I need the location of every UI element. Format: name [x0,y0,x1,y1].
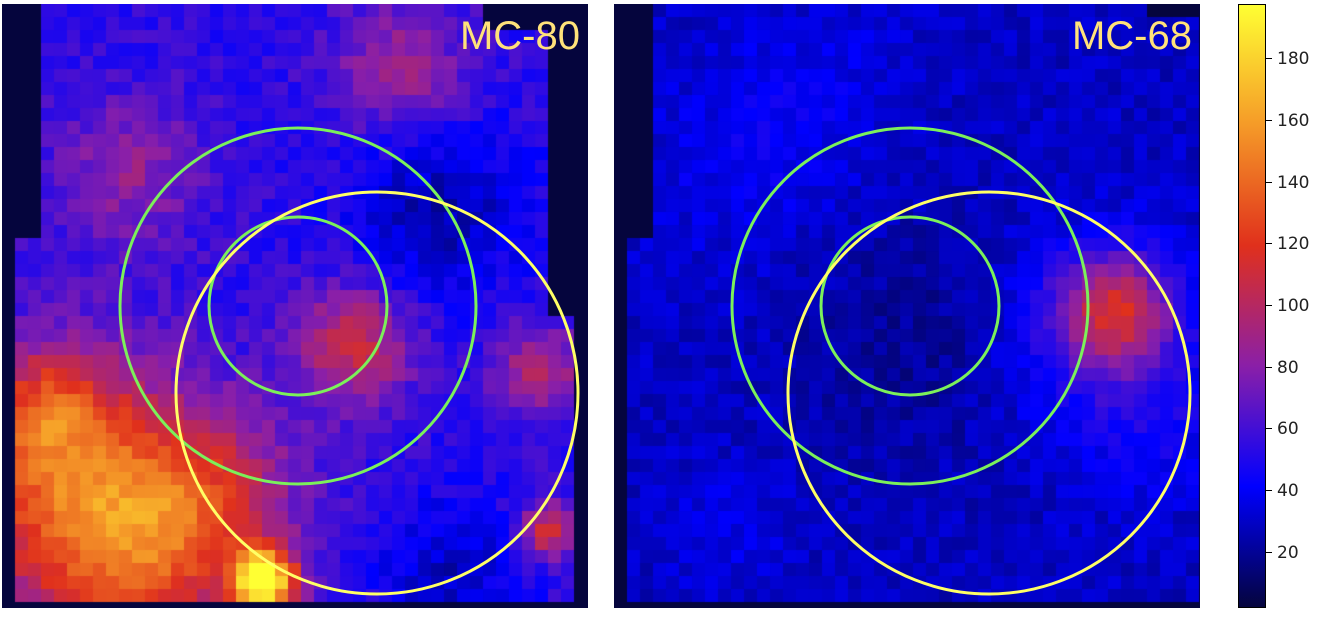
colorbar-tick: 120 [1266,234,1326,254]
colorbar-tick: 100 [1266,296,1326,316]
colorbar-tick: 180 [1266,49,1326,69]
heatmap-image [614,4,1200,608]
colorbar-tick: 80 [1266,358,1326,378]
yellow-circle [174,190,580,596]
colorbar-tick-mark [1266,305,1272,306]
colorbar-tick-mark [1266,243,1272,245]
heatmap-panel-mc80: MC-80 [2,4,588,608]
colorbar-tick-label: 160 [1277,111,1310,132]
colorbar-tick-mark [1266,366,1272,368]
outer-green-circle [118,126,478,486]
colorbar-tick-mark [1266,551,1272,553]
colorbar-tick-mark [1266,181,1272,183]
yellow-circle [786,190,1192,596]
colorbar-tick-label: 80 [1277,357,1299,378]
colorbar-tick-label: 180 [1277,49,1310,70]
colorbar-tick-label: 60 [1277,419,1299,440]
panel-title: MC-68 [1071,14,1192,58]
inner-green-circle [207,215,389,397]
heatmap-panel-mc68: MC-68 [614,4,1200,608]
colorbar-tick: 60 [1266,419,1326,439]
colorbar-tick: 160 [1266,111,1326,131]
colorbar-tick: 20 [1266,543,1326,563]
colorbar-tick-mark [1266,428,1272,430]
colorbar-tick-mark [1266,120,1272,122]
colorbar-gradient [1238,4,1266,608]
colorbar-tick-label: 100 [1277,296,1310,316]
colorbar-tick-label: 40 [1277,480,1299,501]
panel-title: MC-80 [459,14,580,58]
circle-overlay [118,126,580,596]
colorbar: 20 40 60 80 100 120 140 160 180 [1238,4,1309,608]
outer-green-circle [730,126,1090,486]
colorbar-tick-label: 20 [1277,542,1299,563]
colorbar-tick: 40 [1266,481,1326,501]
colorbar-tick-mark [1266,58,1272,60]
colorbar-tick-mark [1266,489,1272,491]
colorbar-tick: 140 [1266,173,1326,193]
colorbar-tick-label: 140 [1277,172,1310,193]
heatmap-image [2,4,588,608]
circle-overlay [730,126,1192,596]
colorbar-tick-label: 120 [1277,234,1310,255]
inner-green-circle [819,215,1001,397]
